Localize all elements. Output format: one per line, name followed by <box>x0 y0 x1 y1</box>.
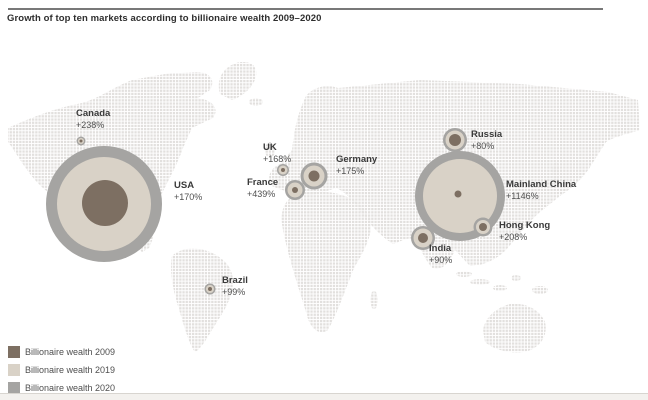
legend-item-2019: Billionaire wealth 2019 <box>8 361 115 379</box>
map-africa <box>281 191 372 333</box>
growth-value: +208% <box>499 231 528 242</box>
map-madagascar <box>370 291 378 309</box>
map-indonesia-3 <box>493 285 507 291</box>
growth-value: +99% <box>222 286 246 297</box>
growth-value: +439% <box>247 188 276 199</box>
legend-swatch-2020 <box>8 382 20 394</box>
legend-swatch-2009 <box>8 346 20 358</box>
legend: Billionaire wealth 2009 Billionaire weal… <box>8 343 115 397</box>
bottom-strip <box>0 394 648 400</box>
country-name: Russia <box>471 129 503 140</box>
label-germany: Germany +175% <box>336 154 378 176</box>
label-hong-kong: Hong Kong +208% <box>499 220 551 242</box>
country-name: USA <box>174 180 195 191</box>
label-usa: USA +170% <box>174 180 203 202</box>
label-india: India +90% <box>429 243 453 265</box>
map-uk-island <box>265 142 275 158</box>
legend-label: Billionaire wealth 2009 <box>25 347 116 357</box>
map-australia <box>483 303 546 353</box>
country-name: Hong Kong <box>499 220 551 231</box>
label-brazil: Brazil +99% <box>222 275 248 297</box>
label-uk: UK +168% <box>263 142 292 164</box>
country-name: Brazil <box>222 275 248 286</box>
map-indonesia-1 <box>456 271 472 277</box>
label-russia: Russia +80% <box>471 129 503 151</box>
label-canada: Canada +238% <box>76 108 111 130</box>
map-japan <box>552 162 560 182</box>
page-title: Growth of top ten markets according to b… <box>7 13 322 24</box>
map-iceland <box>249 98 263 106</box>
growth-value: +1146% <box>506 190 539 201</box>
map-new-guinea <box>532 286 548 294</box>
map-indonesia-2 <box>470 279 490 285</box>
country-name: Canada <box>76 108 111 119</box>
label-france: France +439% <box>247 177 279 199</box>
country-name: Mainland China <box>506 179 577 190</box>
map-greenland <box>218 62 257 100</box>
country-name: UK <box>263 142 277 153</box>
country-name: France <box>247 177 279 188</box>
growth-value: +168% <box>263 153 292 164</box>
bottom-rule <box>0 393 648 394</box>
legend-item-2009: Billionaire wealth 2009 <box>8 343 115 361</box>
country-name: India <box>429 243 452 254</box>
legend-label: Billionaire wealth 2020 <box>25 383 116 393</box>
legend-item-2020: Billionaire wealth 2020 <box>8 379 115 397</box>
growth-value: +238% <box>76 119 105 130</box>
legend-label: Billionaire wealth 2019 <box>25 365 116 375</box>
growth-value: +90% <box>429 254 453 265</box>
map-south-america <box>170 248 234 352</box>
growth-value: +80% <box>471 140 495 151</box>
top-rule <box>8 8 603 10</box>
country-name: Germany <box>336 154 378 165</box>
label-mainland-china: Mainland China +1146% <box>506 179 577 201</box>
map-indonesia-4 <box>511 275 521 281</box>
growth-value: +175% <box>336 165 365 176</box>
growth-value: +170% <box>174 191 203 202</box>
legend-swatch-2019 <box>8 364 20 376</box>
